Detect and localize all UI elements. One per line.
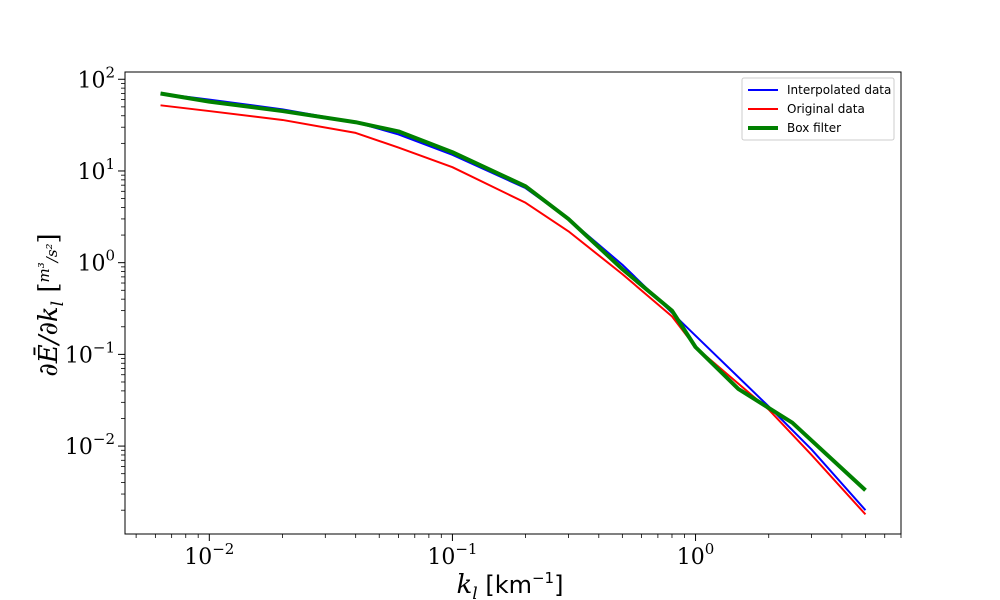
legend-label-3: Box filter: [787, 121, 841, 135]
x-tick-label: 100: [677, 540, 715, 570]
tick-layer: 10−2 10−1 100 102 101 100 10−1 10−2: [65, 63, 902, 570]
series-line-3: [160, 91, 867, 492]
y-tick-label: 101: [77, 155, 115, 185]
x-tick-label: 10−1: [427, 540, 477, 570]
legend-label-1: Interpolated data: [787, 83, 891, 97]
x-tick-label: 10−2: [184, 540, 234, 570]
legend-box: [741, 77, 895, 141]
y-tick-label: 10−2: [65, 430, 115, 460]
legend-label-2: Original data: [787, 102, 865, 116]
plot-frame: [124, 71, 902, 535]
y-tick-label: 100: [77, 247, 115, 277]
series-layer: [160, 91, 867, 516]
legend: Interpolated data Original data Box filter: [741, 77, 895, 141]
y-tick-label: 102: [77, 63, 115, 93]
y-tick-label: 10−1: [65, 338, 115, 368]
